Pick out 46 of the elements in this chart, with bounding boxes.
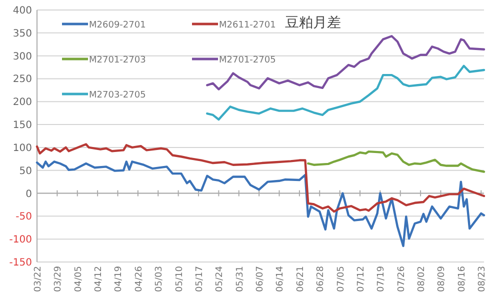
y-tick-label: -50: [16, 212, 32, 223]
x-tick-label: 07/19: [376, 266, 387, 292]
x-tick-label: 08/23: [478, 266, 488, 292]
line-series: [36, 160, 486, 248]
x-tick-label: 05/10: [174, 266, 185, 292]
line-series: [306, 150, 486, 173]
line-series: [36, 143, 486, 213]
legend-label: M2609-2701: [89, 20, 146, 30]
x-tick-label: 04/05: [74, 266, 84, 292]
x-tick-label: 04/26: [134, 266, 144, 292]
line-series: [206, 35, 486, 90]
x-tick-label: 06/21: [296, 266, 306, 292]
x-tick-label: 04/19: [114, 266, 124, 292]
chart-title: 豆粕月差: [285, 15, 341, 31]
x-tick-label: 08/09: [437, 266, 448, 292]
x-tick-label: 06/14: [276, 266, 286, 292]
x-tick-label: 05/03: [154, 266, 165, 292]
y-tick-label: 300: [12, 51, 32, 62]
y-tick-label: -150: [9, 258, 32, 268]
x-tick-label: 04/12: [94, 266, 104, 292]
x-tick-label: 03/29: [54, 266, 64, 292]
x-tick-label: 07/05: [336, 266, 346, 292]
x-tick-label: 07/12: [356, 266, 366, 292]
x-tick-label: 06/28: [316, 266, 326, 292]
y-tick-label: 400: [12, 6, 32, 16]
x-tick-label: 06/07: [256, 266, 266, 292]
y-tick-label: -100: [9, 234, 32, 246]
y-tick-label: 0: [26, 188, 32, 200]
x-tick-label: 07/26: [396, 266, 407, 292]
x-tick-label: 03/22: [34, 266, 44, 292]
y-tick-label: 250: [12, 74, 32, 86]
legend-label: M2703-2705: [89, 90, 146, 100]
y-tick-label: 200: [12, 97, 32, 108]
legend-label: M2701-2703: [89, 56, 146, 66]
y-tick-label: 50: [19, 166, 32, 177]
y-tick-label: 100: [12, 142, 32, 154]
y-tick-label: 150: [12, 120, 32, 132]
y-tick-label: 350: [12, 28, 32, 40]
x-tick-label: 05/17: [194, 266, 205, 292]
x-tick-label: 08/02: [417, 266, 428, 292]
x-tick-label: 08/16: [457, 266, 468, 292]
legend-label: M2611-2701: [219, 20, 276, 30]
x-tick-label: 05/31: [235, 266, 246, 292]
line-series: [206, 64, 486, 121]
legend-label: M2701-2705: [219, 56, 276, 66]
x-tick-label: 05/24: [215, 266, 226, 292]
